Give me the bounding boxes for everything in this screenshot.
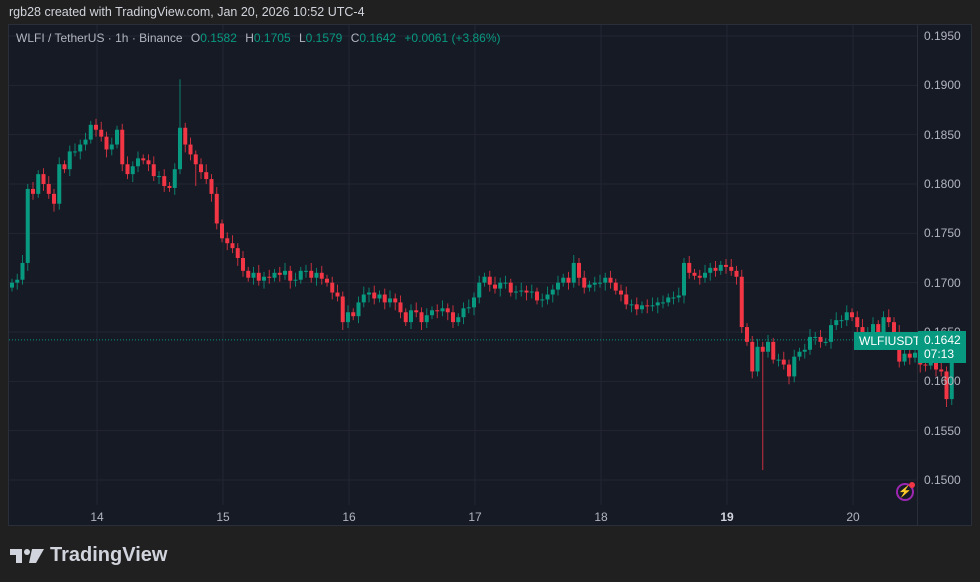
time-tick: 14	[90, 510, 104, 524]
notification-dot	[909, 482, 915, 488]
price-tick: 0.1900	[924, 78, 961, 93]
price-tick: 0.1800	[924, 177, 961, 191]
legend-close: 0.1642	[359, 31, 397, 45]
symbol-price-line-label: WLFIUSDT	[854, 332, 926, 350]
price-tick: 0.1600	[924, 374, 961, 389]
time-tick: 20	[846, 510, 860, 524]
legend-symbol[interactable]: WLFI / TetherUS · 1h · Binance	[16, 31, 183, 45]
price-tick: 0.1850	[924, 127, 961, 142]
lightning-icon[interactable]: ⚡	[896, 482, 915, 501]
price-tick: 0.1500	[924, 473, 961, 487]
price-tick: 0.1750	[924, 226, 961, 241]
tradingview-logo: TradingView	[10, 544, 167, 567]
price-tick: 0.1950	[924, 29, 961, 43]
time-tick: 16	[342, 510, 356, 524]
price-axis-divider	[917, 24, 918, 526]
time-tick: 15	[216, 510, 230, 524]
legend-low: 0.1579	[305, 31, 343, 45]
legend-high: 0.1705	[253, 31, 291, 45]
logo-text: TradingView	[50, 544, 168, 566]
tradingview-logo-icon	[10, 548, 44, 563]
time-tick: 19	[720, 510, 734, 524]
price-tick: 0.1550	[924, 423, 961, 438]
legend-change: +0.0061 (+3.86%)	[404, 31, 501, 45]
last-price-label: 0.1642 07:13	[918, 331, 966, 363]
bar-countdown: 07:13	[924, 347, 955, 361]
credit-line: rgb28 created with TradingView.com, Jan …	[9, 5, 365, 19]
price-tick: 0.1700	[924, 275, 961, 290]
last-price-value: 0.1642	[924, 333, 961, 347]
chart-legend: WLFI / TetherUS · 1h · Binance O0.1582 H…	[16, 31, 501, 45]
time-tick: 17	[468, 510, 482, 524]
legend-open: 0.1582	[200, 31, 237, 45]
time-tick: 18	[594, 510, 608, 524]
